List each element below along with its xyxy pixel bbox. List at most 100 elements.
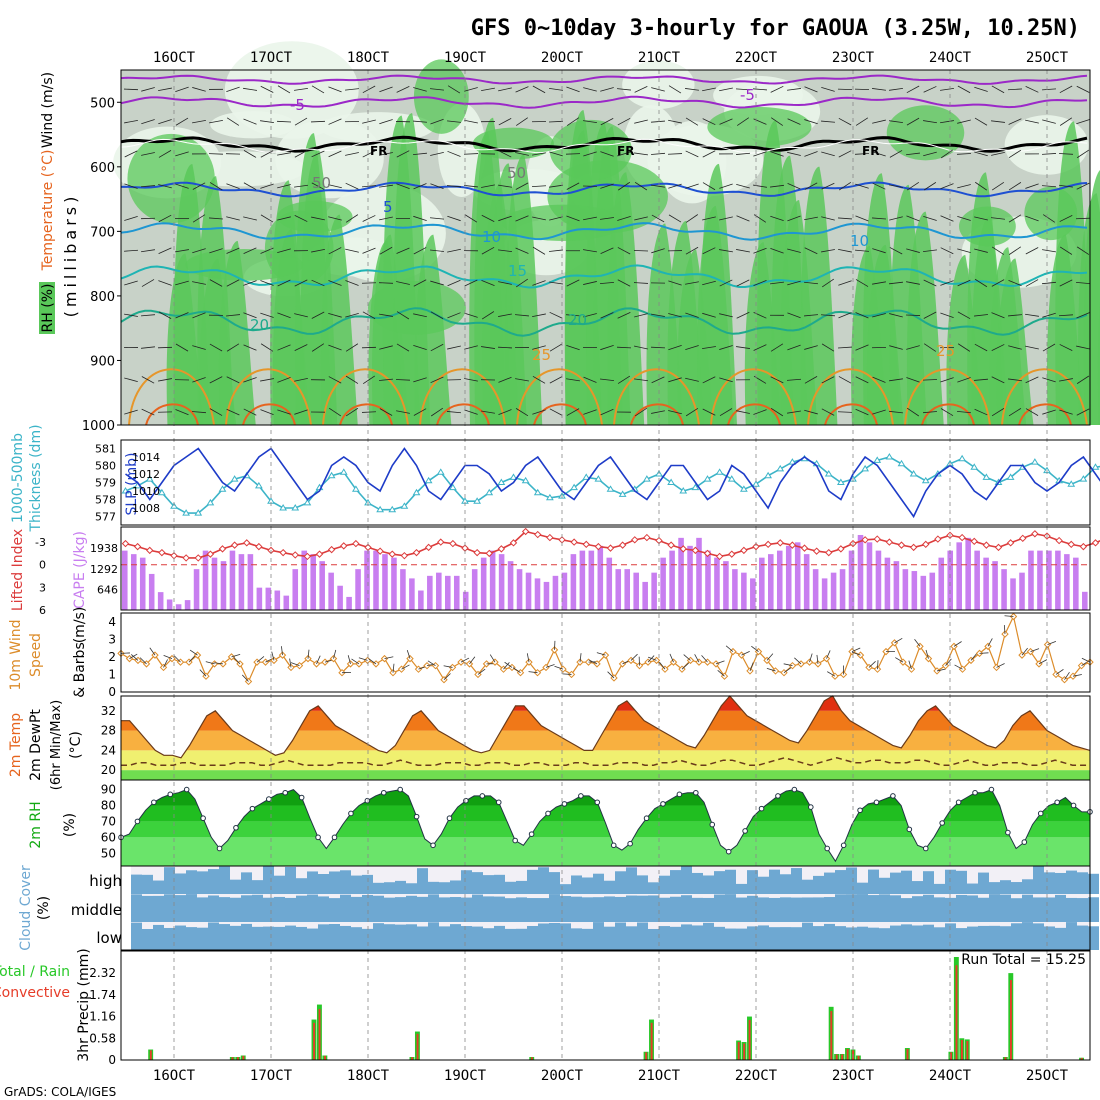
cloud-cell <box>637 875 648 894</box>
thickness-point <box>982 473 991 480</box>
rh-tick-label: 90 <box>101 783 116 797</box>
upper-wind-barb <box>702 87 716 92</box>
upper-wind-barb <box>549 343 563 352</box>
upper-wind-barb <box>192 182 206 190</box>
rh-point <box>873 799 880 806</box>
cloud-cell <box>615 922 626 950</box>
wind10-barb <box>669 653 674 663</box>
cloud-cell <box>681 866 692 894</box>
cloud-cell <box>450 897 461 922</box>
cape-bar <box>462 591 469 610</box>
upper-wind-barb <box>804 247 818 255</box>
cape-bar <box>409 578 415 610</box>
cloud-cell <box>494 874 505 894</box>
cape-bar <box>184 600 191 610</box>
lifted-index-point <box>509 539 518 547</box>
thickness-point <box>764 471 773 479</box>
upper-wind-barb <box>991 120 1005 123</box>
cape-bar <box>436 572 442 610</box>
upper-wind-barb <box>719 279 733 287</box>
thickness-point <box>861 464 870 472</box>
contour-30-arc <box>727 403 781 426</box>
upper-wind-barb <box>464 409 478 415</box>
cloud-cell <box>131 894 142 922</box>
precip-conv-bar <box>835 1054 838 1060</box>
cloud-cell <box>1011 882 1022 894</box>
cloud-cell <box>714 871 725 894</box>
thickness-point <box>715 468 724 475</box>
cape-bar <box>561 572 568 610</box>
cloud-cell <box>373 882 384 894</box>
upper-wind-barb <box>549 216 563 221</box>
cloud-cell <box>1011 898 1022 922</box>
precip-conv-bar <box>416 1033 419 1060</box>
upper-wind-barb <box>617 181 631 191</box>
rh-point <box>249 805 256 812</box>
cape-bar <box>732 569 738 610</box>
cloud-cell <box>351 927 362 950</box>
upper-wind-barb <box>770 247 784 254</box>
upper-wind-barb <box>1008 149 1022 158</box>
cloud-cell <box>406 895 417 922</box>
cloud-cell <box>219 897 230 922</box>
upper-wind-barb <box>923 279 937 287</box>
upper-wind-barb <box>940 247 954 255</box>
upper-wind-barb <box>736 249 750 253</box>
upper-wind-barb <box>600 118 614 126</box>
cloud-cell <box>230 879 241 894</box>
wind10-barb <box>562 673 572 675</box>
contour-30-arc <box>145 403 199 426</box>
contour-25-arc <box>904 368 991 426</box>
upper-wind-barb <box>1008 279 1022 287</box>
rh-point <box>380 789 387 796</box>
upper-wind-barb <box>361 185 377 188</box>
upper-wind-barb <box>872 409 886 415</box>
wind10-barb <box>816 654 819 664</box>
rh-point <box>627 840 633 847</box>
cloud-cell <box>758 876 769 894</box>
precip-run-total: Run Total = 15.25 <box>961 952 1086 968</box>
cloud-cell <box>637 895 648 922</box>
chart-title: GFS 0~10day 3-hourly for GAOUA (3.25W, 1… <box>471 16 1080 41</box>
upper-wind-barb <box>498 313 512 317</box>
upper-wind-barb <box>328 184 342 189</box>
upper-wind-barb <box>685 345 699 351</box>
contour-label: 10 <box>850 232 869 250</box>
upper-wind-barb <box>803 281 819 285</box>
upper-wind-barb <box>855 376 869 384</box>
upper-wind-barb <box>464 214 478 223</box>
cloud-cell <box>846 927 857 950</box>
upper-wind-barb <box>1008 118 1022 125</box>
upper-wind-barb <box>770 184 784 188</box>
upper-wind-barb <box>396 247 410 254</box>
upper-wind-barb <box>566 215 580 222</box>
precip-conv-bar <box>411 1057 414 1060</box>
cape-bar <box>355 569 361 610</box>
upper-wind-barb <box>770 376 784 384</box>
rh-moist-blob <box>185 248 304 281</box>
upper-wind-barb <box>685 88 699 91</box>
lifted-index-point <box>703 549 712 558</box>
upper-wind-barb <box>1025 247 1039 255</box>
lifted-index-point <box>934 535 942 543</box>
upper-wind-barb <box>328 376 342 384</box>
upper-wind-barb <box>736 279 750 287</box>
rh-point <box>610 842 617 849</box>
upper-wind-barb <box>600 312 614 319</box>
wind10-barb <box>545 664 555 668</box>
wind10-barb <box>347 655 351 665</box>
thickness-point <box>473 497 482 504</box>
cloud-cell <box>670 896 681 922</box>
upper-wind-barb <box>328 118 342 125</box>
temp-band <box>121 770 1090 780</box>
upper-wind-barb <box>548 120 564 123</box>
upper-wind-barb <box>855 183 869 189</box>
upper-wind-barb <box>600 183 614 189</box>
cloud-cell <box>505 881 516 894</box>
rh-point <box>840 842 847 849</box>
lifted-index-point <box>449 539 457 548</box>
cape-bar <box>427 575 433 610</box>
upper-wind-barb <box>566 117 580 126</box>
thickness-point <box>303 498 312 506</box>
cloud-cell <box>439 897 450 922</box>
